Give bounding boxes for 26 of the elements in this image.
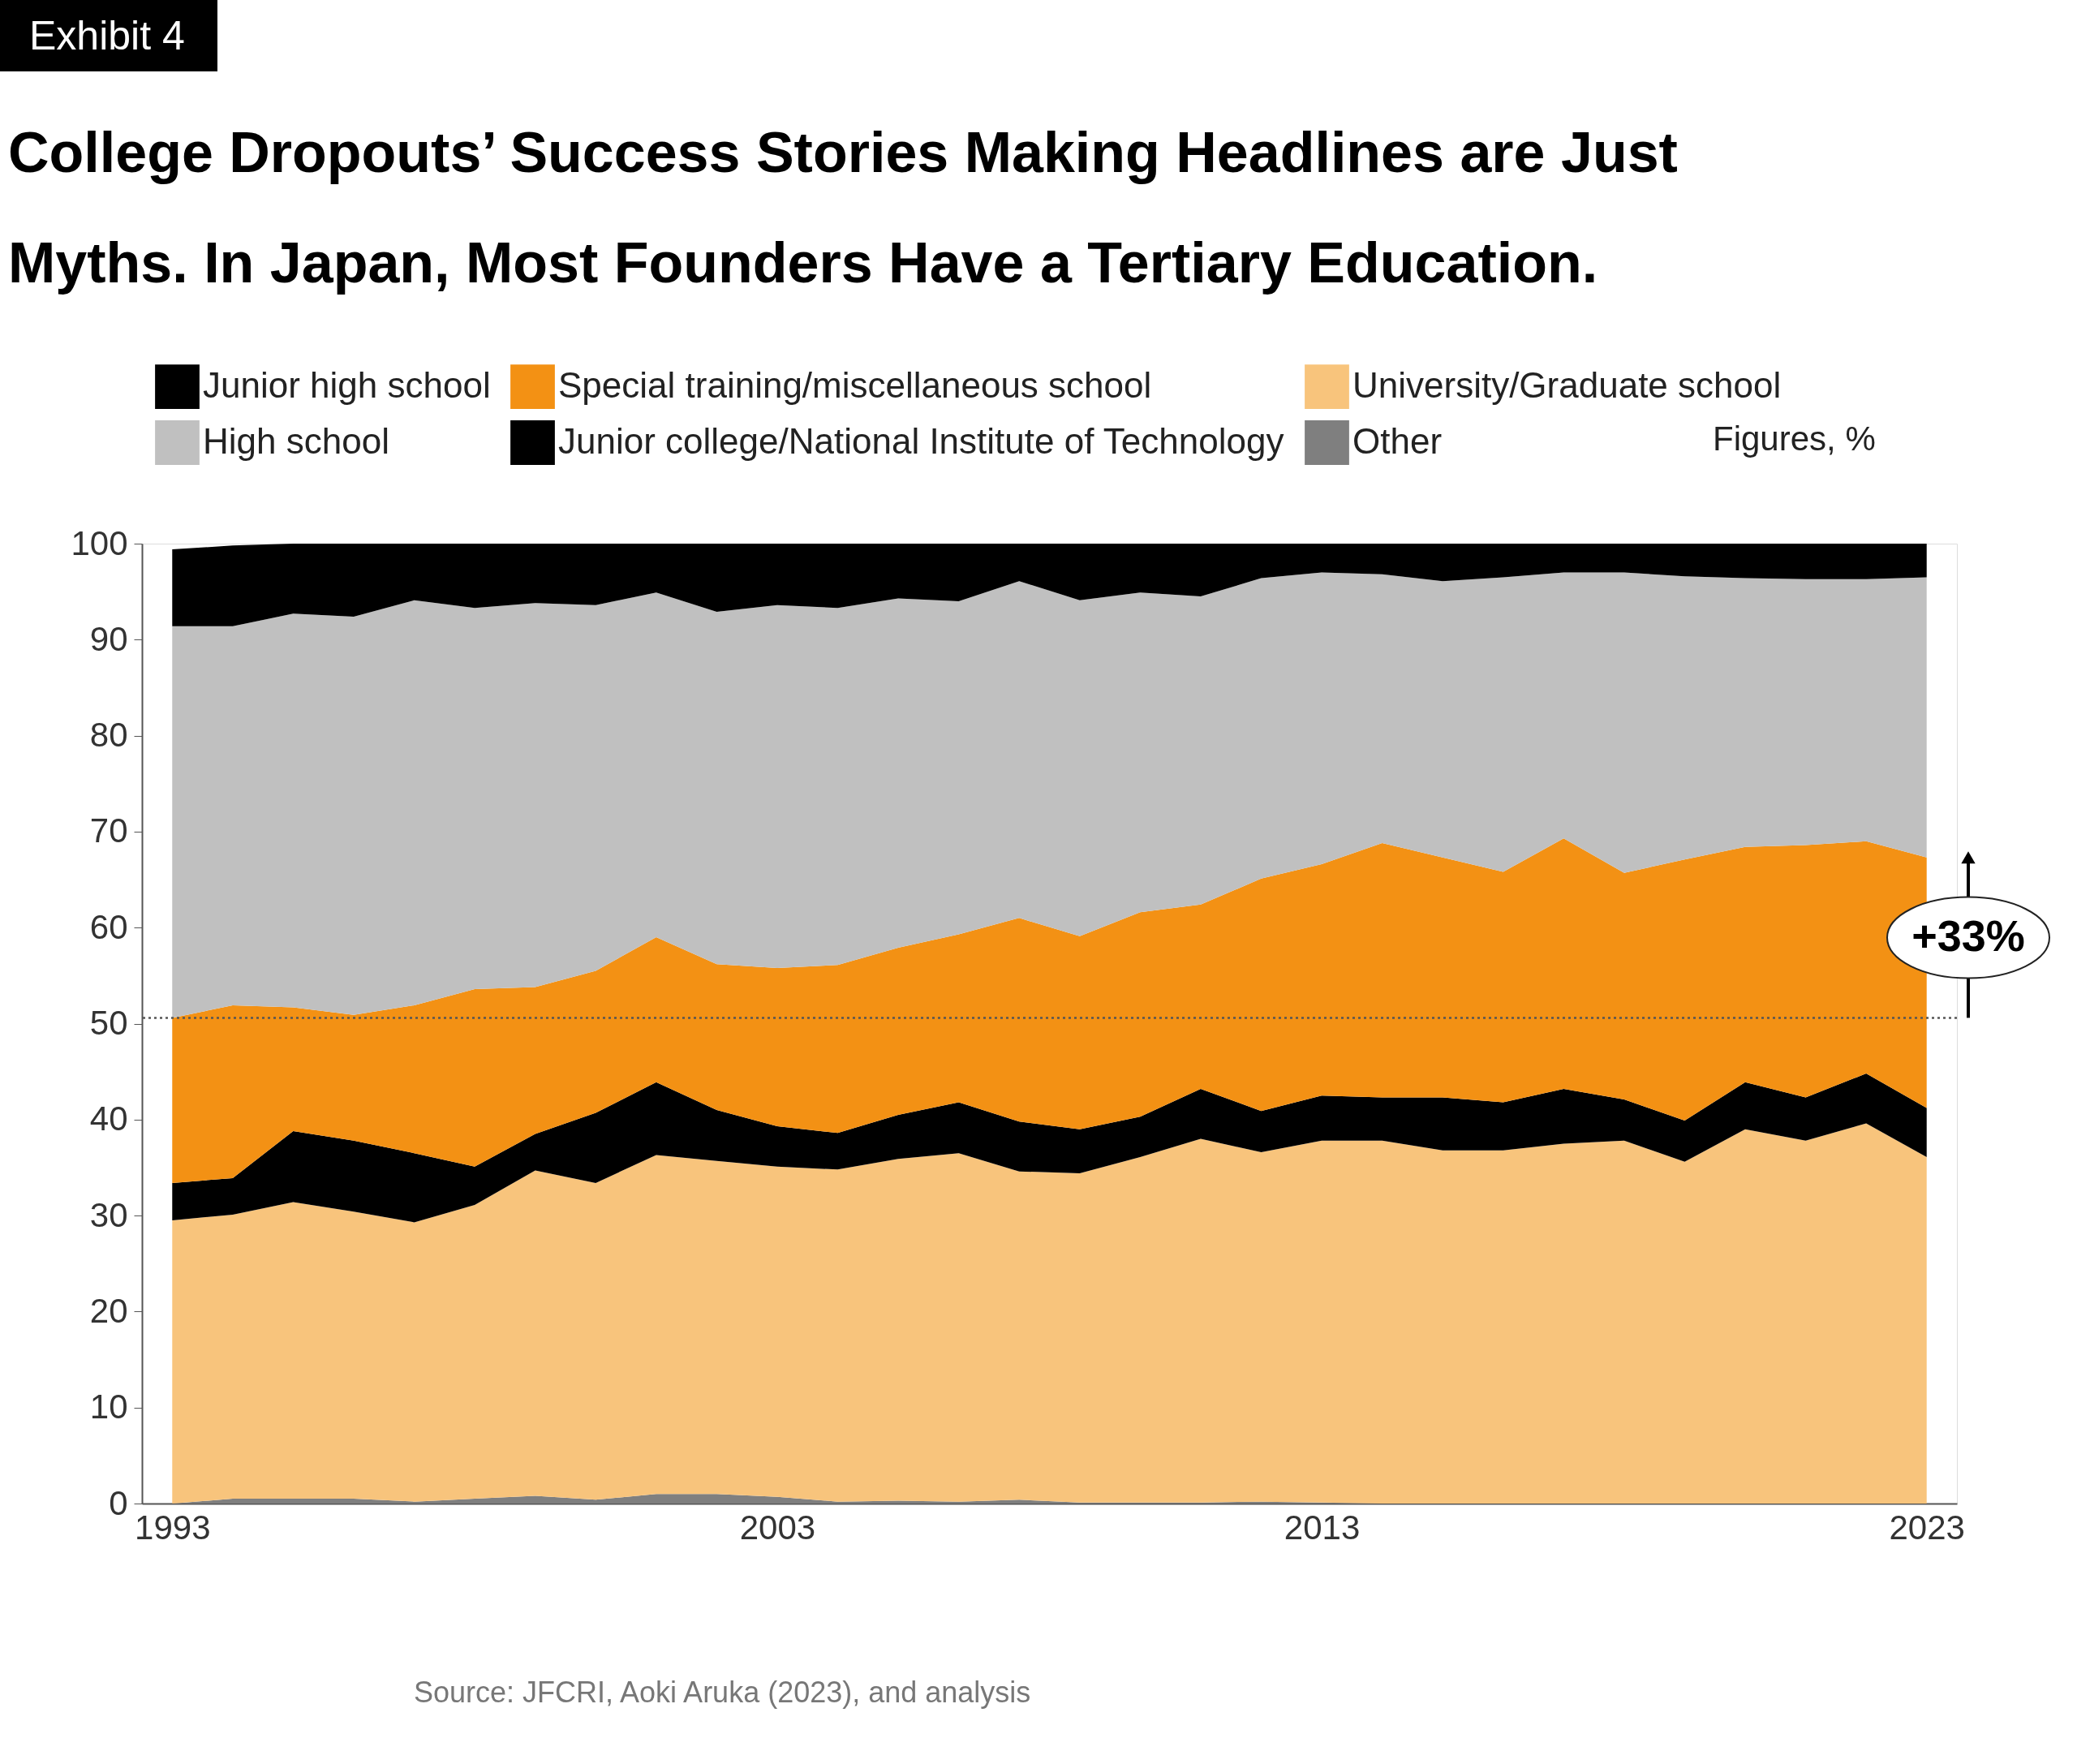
y-tick-label: 60	[89, 907, 128, 946]
legend-label: University/Graduate school	[1352, 364, 1782, 405]
text: Figures, %	[1713, 419, 1876, 458]
legend-label: Special training/miscellaneous school	[558, 364, 1152, 405]
y-tick-label: 0	[109, 1483, 128, 1522]
y-tick-label: 40	[89, 1099, 128, 1138]
y-tick-label: 20	[89, 1291, 128, 1330]
legend-label: Junior high school	[203, 364, 491, 405]
legend-label: High school	[203, 420, 389, 461]
y-tick-label: 70	[89, 811, 128, 850]
y-tick-label: 30	[89, 1195, 128, 1234]
chart-title: College Dropouts’ Success Stories Making Headlines are Just Myths. In Japan, Most Founders Have a Tertiary Education.	[8, 121, 1678, 295]
y-tick-label: 90	[89, 619, 128, 658]
y-tick-label: 50	[89, 1004, 128, 1042]
legend-label: Other	[1352, 420, 1443, 461]
y-tick-label: 80	[89, 716, 128, 755]
x-tick-label: 2013	[1284, 1508, 1361, 1547]
x-tick-label: 1993	[135, 1508, 211, 1547]
annotation: +33%	[1911, 910, 2025, 960]
text: Exhibit 4	[29, 13, 185, 58]
y-tick-label: 100	[71, 523, 128, 562]
source-note: Source: JFCRI, Aoki Aruka (2023), and analysis	[414, 1676, 1031, 1709]
x-tick-label: 2003	[739, 1508, 816, 1547]
y-tick-label: 10	[89, 1388, 128, 1426]
legend-label: Junior college/National Institute of Technology	[558, 420, 1284, 461]
x-tick-label: 2023	[1889, 1508, 1965, 1547]
